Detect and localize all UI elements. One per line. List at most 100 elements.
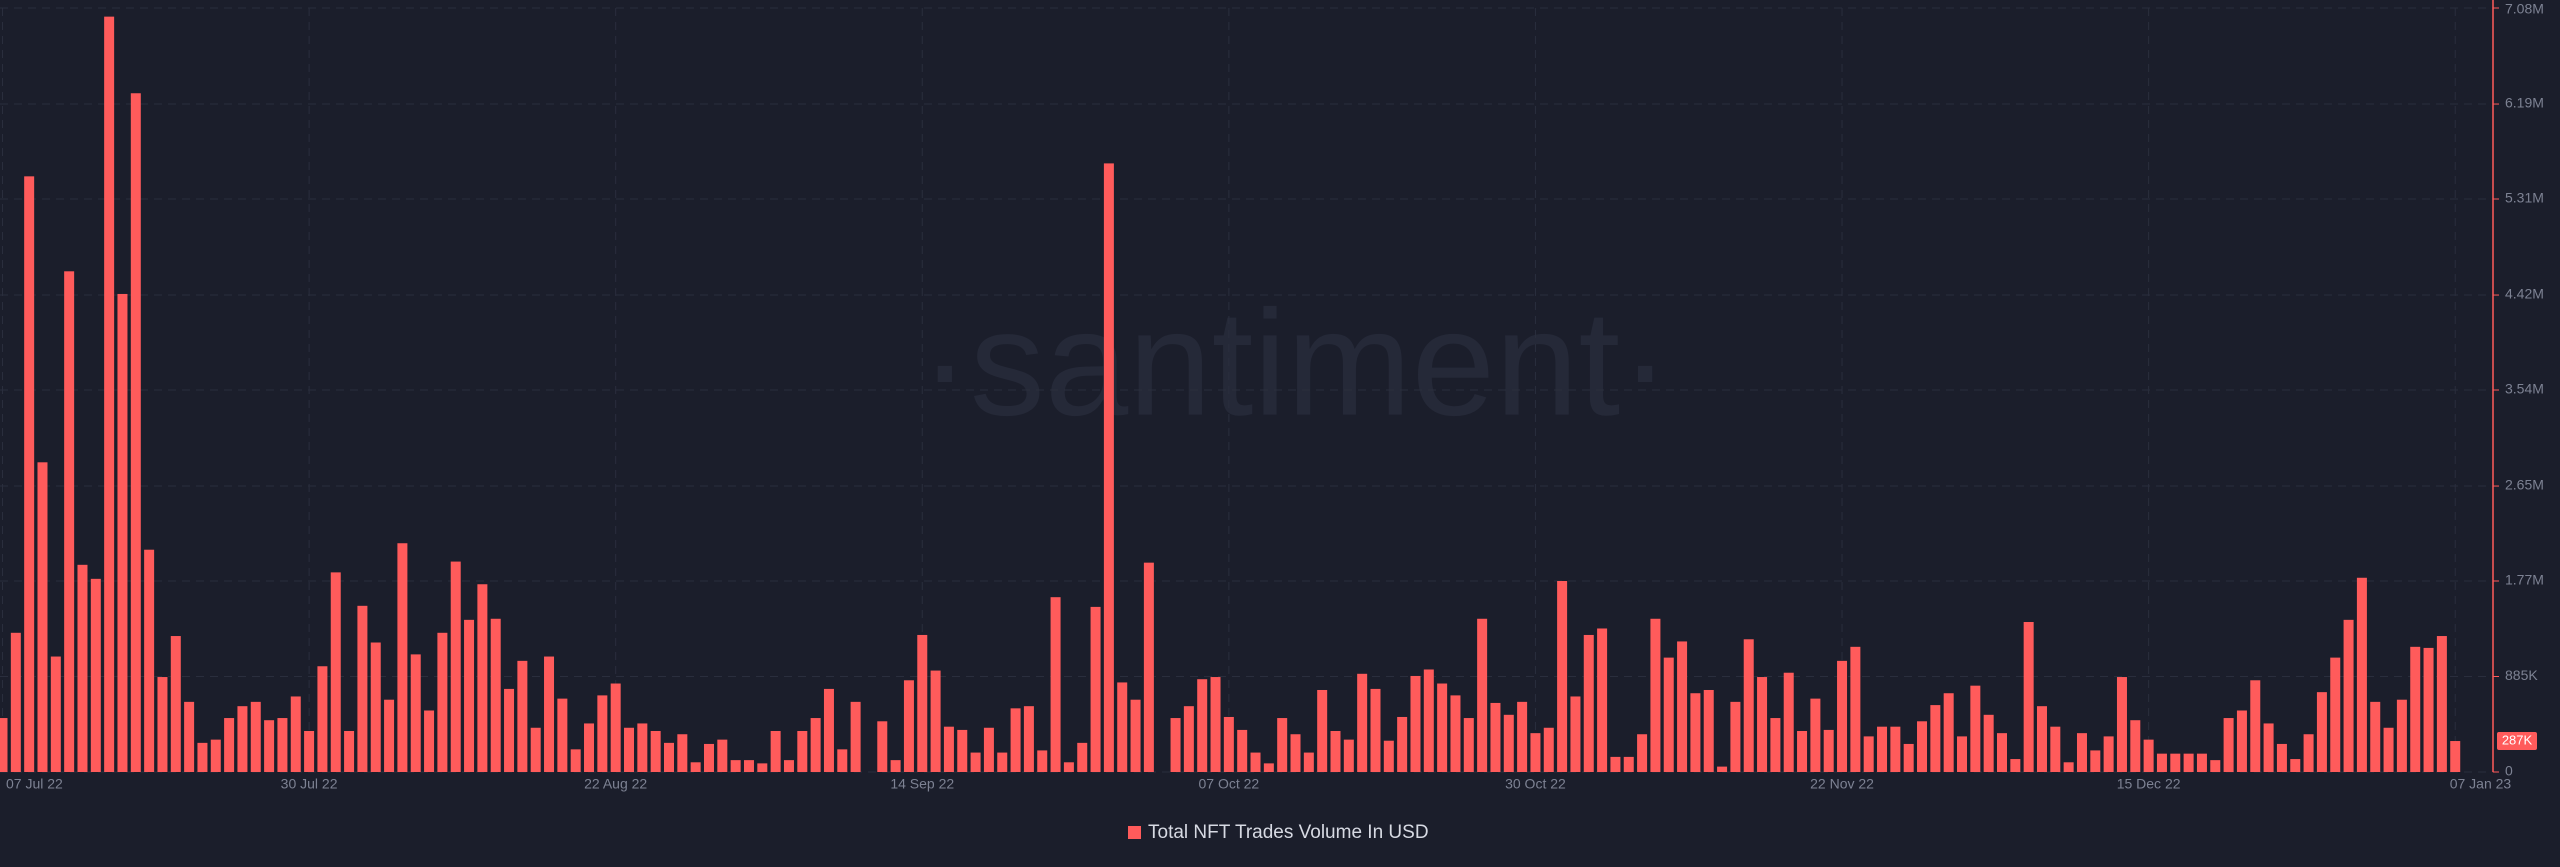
bar	[10, 632, 21, 772]
bar	[1423, 669, 1434, 772]
bar	[304, 730, 315, 772]
bar	[1637, 734, 1648, 772]
bar	[2143, 739, 2154, 772]
bar	[2370, 701, 2381, 772]
watermark: ·santiment·	[920, 279, 1670, 447]
bar	[117, 293, 128, 772]
bar	[690, 762, 701, 772]
bar	[2050, 726, 2061, 772]
y-tick-label: 6.19M	[2505, 95, 2544, 111]
bar	[930, 670, 941, 772]
bar	[1917, 721, 1928, 772]
bar	[1290, 734, 1301, 772]
bar	[530, 727, 541, 772]
bar	[2343, 619, 2354, 772]
legend-swatch	[1128, 826, 1141, 839]
bar	[250, 701, 261, 772]
bar	[1077, 742, 1088, 772]
bar	[2063, 762, 2074, 772]
bar	[2356, 577, 2367, 772]
bar	[290, 696, 301, 772]
y-tick-label: 7.08M	[2505, 1, 2544, 17]
bar	[370, 642, 381, 772]
y-tick-label: 885K	[2505, 667, 2538, 683]
bar	[1023, 706, 1034, 772]
bar	[1263, 763, 1274, 772]
bar	[890, 760, 901, 772]
bar	[770, 730, 781, 772]
bar	[357, 605, 368, 772]
bar	[2036, 706, 2047, 772]
bar	[170, 636, 181, 772]
bar	[1717, 766, 1728, 772]
x-tick-label: 14 Sep 22	[890, 776, 954, 792]
bar	[2290, 759, 2301, 772]
bar	[2436, 636, 2447, 772]
bar	[1277, 718, 1288, 772]
bar	[264, 720, 275, 772]
bar	[424, 710, 435, 772]
bar	[1503, 714, 1514, 772]
bar	[2396, 699, 2407, 772]
bar	[144, 549, 155, 772]
x-tick-label: 22 Nov 22	[1810, 776, 1874, 792]
bar	[1303, 752, 1314, 772]
bar	[1730, 701, 1741, 772]
bar	[437, 632, 448, 772]
bar	[237, 706, 248, 772]
bar	[757, 763, 768, 772]
bar	[810, 718, 821, 772]
bar	[1463, 718, 1474, 772]
bar	[450, 561, 461, 772]
x-tick-label: 07 Oct 22	[1199, 776, 1260, 792]
bar	[2023, 622, 2034, 772]
y-tick-label: 2.65M	[2505, 477, 2544, 493]
bar	[2196, 753, 2207, 772]
bar	[130, 93, 141, 772]
bar	[197, 742, 208, 772]
bar	[1797, 730, 1808, 772]
bar	[2316, 692, 2327, 772]
bar	[410, 654, 421, 772]
y-tick-label: 5.31M	[2505, 190, 2544, 206]
bar	[2076, 733, 2087, 772]
bar	[677, 734, 688, 772]
bar	[717, 739, 728, 772]
x-tick-label: 30 Jul 22	[281, 776, 338, 792]
bar	[917, 634, 928, 772]
bar	[1197, 679, 1208, 772]
bar	[1597, 628, 1608, 772]
bar	[2330, 657, 2341, 772]
bar	[1090, 606, 1101, 772]
bar	[277, 718, 288, 772]
bar	[997, 752, 1008, 772]
bar	[1410, 675, 1421, 772]
bar	[783, 760, 794, 772]
bar	[1663, 657, 1674, 772]
bar	[2170, 753, 2181, 772]
bar	[1570, 696, 1581, 772]
bar	[397, 543, 408, 772]
bar	[104, 16, 115, 773]
bar	[1677, 641, 1688, 772]
bar	[2423, 647, 2434, 772]
y-tick-label: 4.42M	[2505, 286, 2544, 302]
bar	[1903, 743, 1914, 772]
bar	[1810, 698, 1821, 772]
bar	[2263, 723, 2274, 772]
bar	[624, 727, 635, 772]
bar	[1983, 714, 1994, 772]
bar	[650, 730, 661, 772]
bar	[1890, 726, 1901, 772]
bar	[1530, 733, 1541, 772]
bar	[2303, 734, 2314, 772]
bar	[2383, 727, 2394, 772]
bar	[1877, 726, 1888, 772]
bar	[823, 688, 834, 772]
bar	[2210, 760, 2221, 772]
bar	[1063, 762, 1074, 772]
bar	[957, 729, 968, 772]
bar	[1477, 618, 1488, 772]
